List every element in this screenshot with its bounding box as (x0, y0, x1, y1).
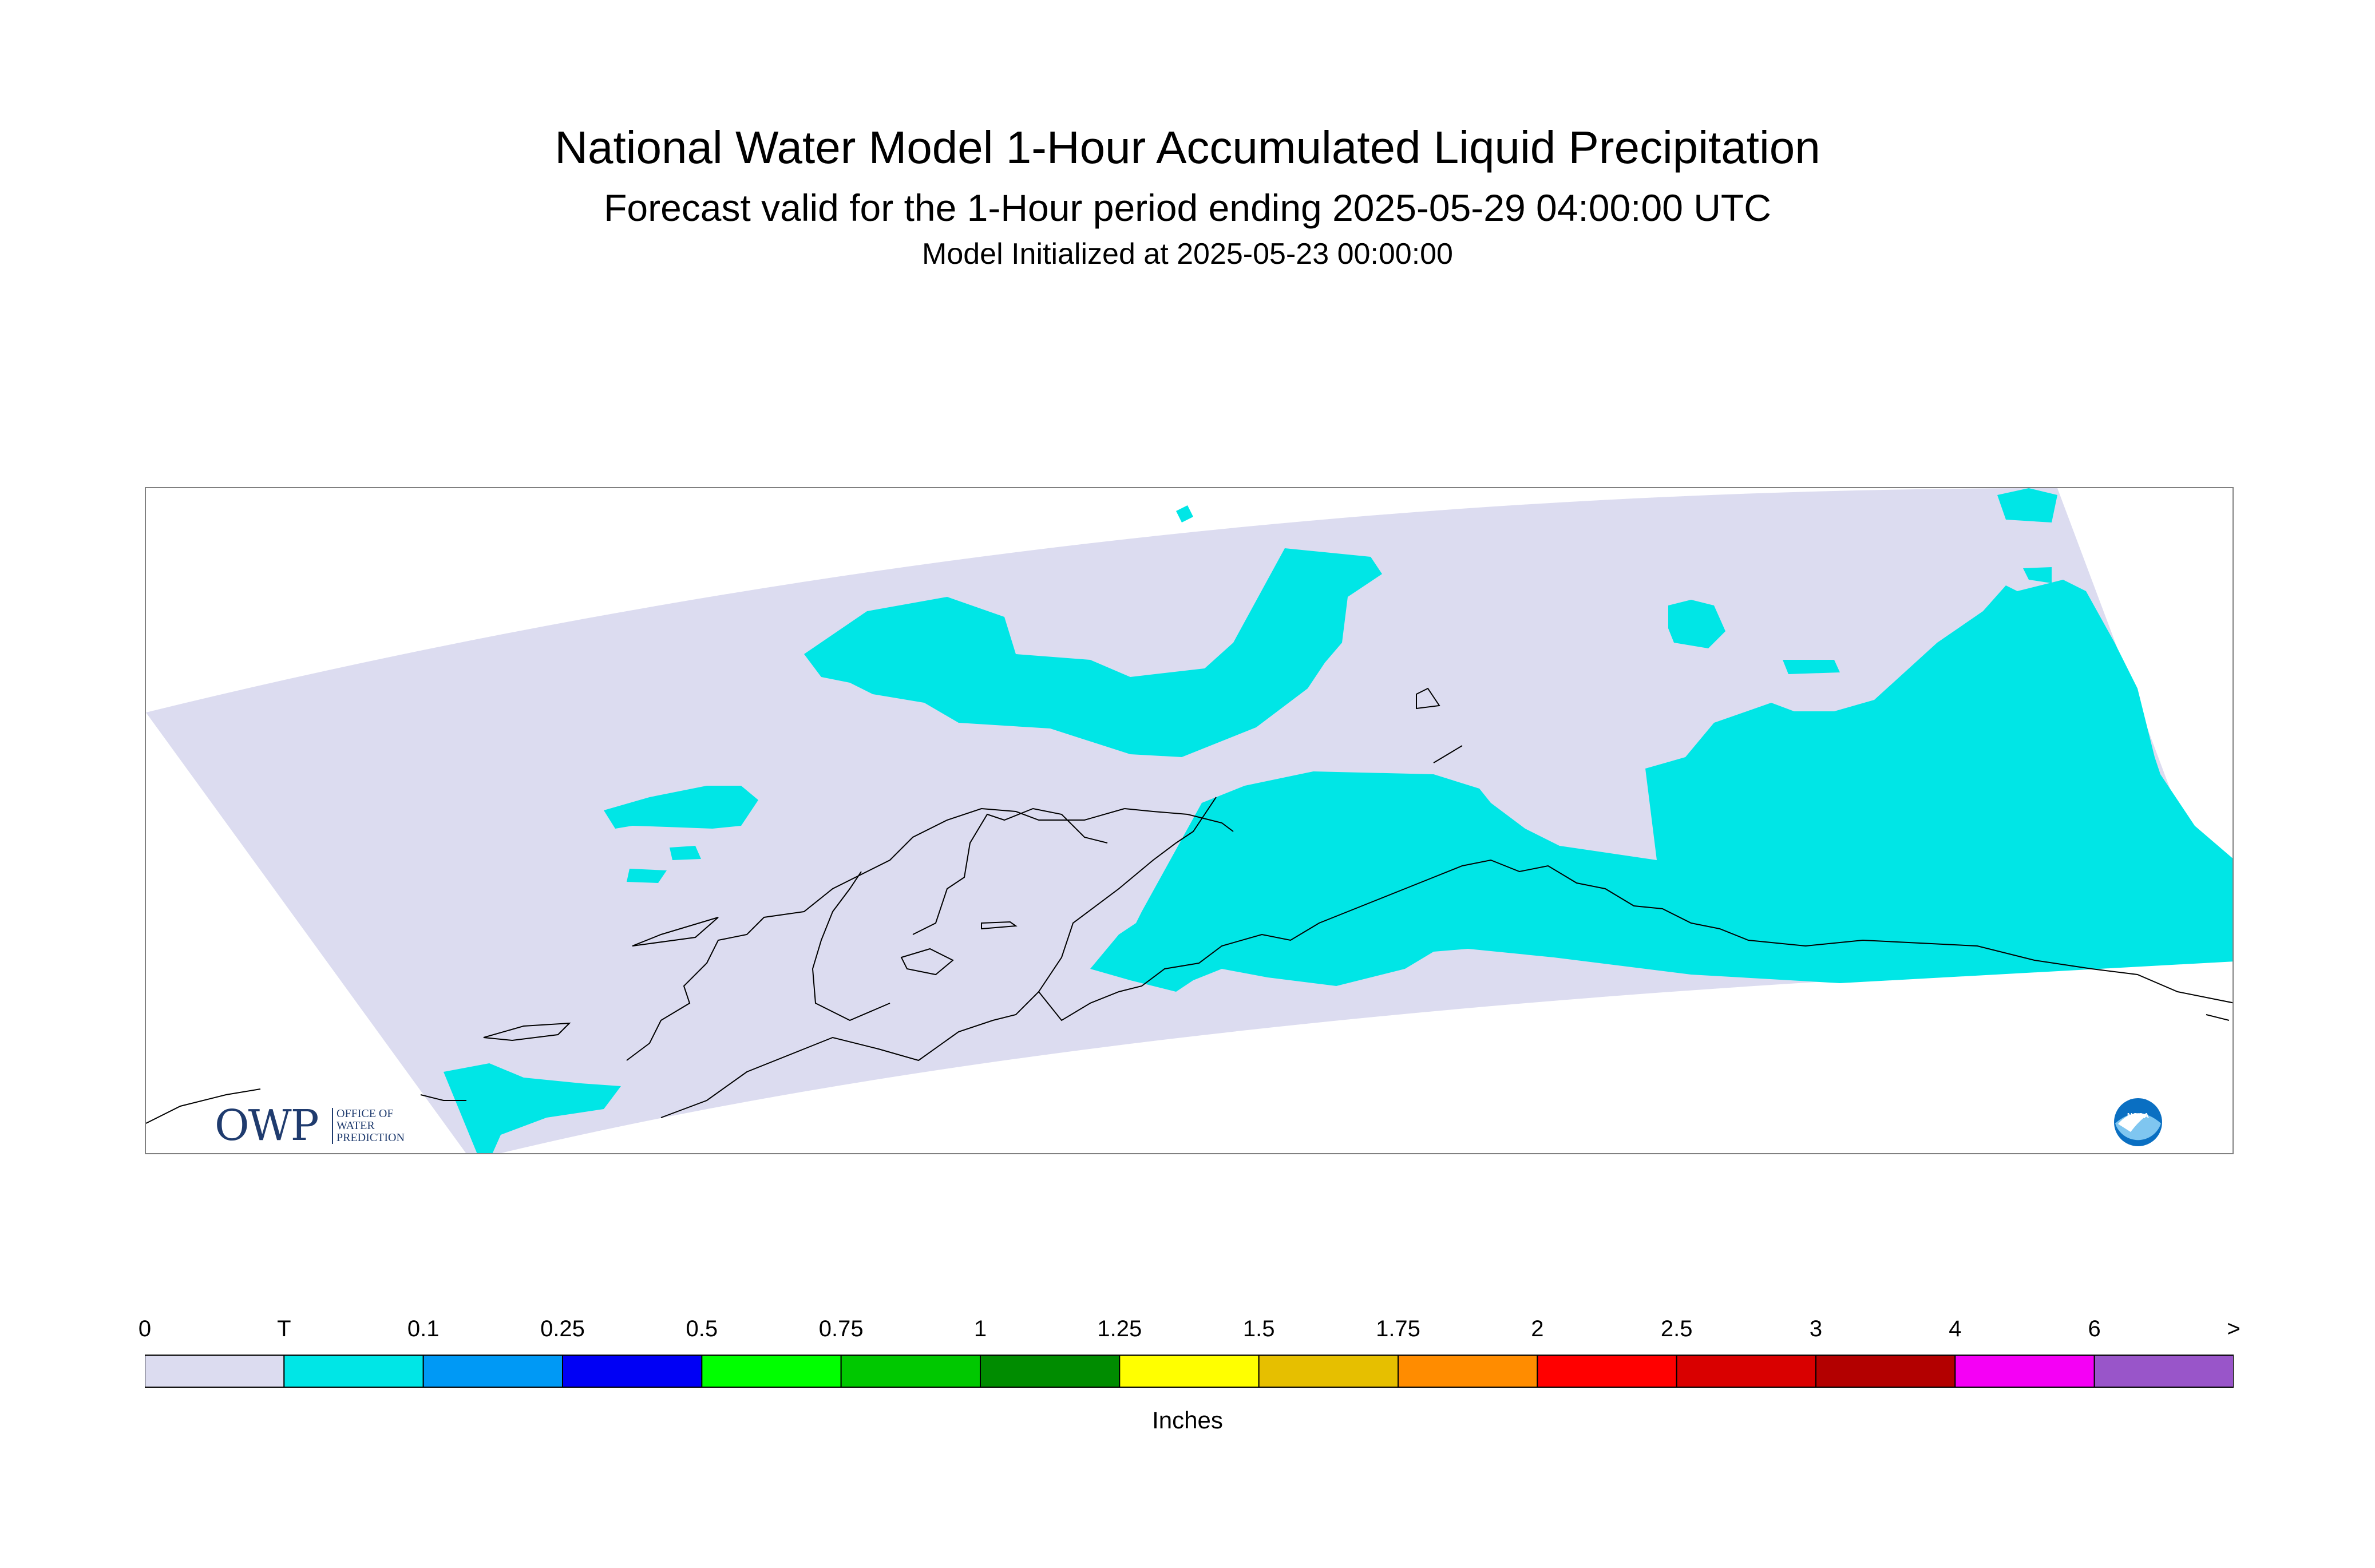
colorbar-tick-label: 0 (138, 1316, 152, 1341)
island-nunivak (900, 948, 954, 976)
coastline-cook-inlet (1038, 797, 1217, 992)
colorbar-swatch (1815, 1355, 1956, 1388)
map-canvas (146, 488, 2232, 1153)
colorbar-swatch (980, 1355, 1121, 1388)
colorbar-swatch (701, 1355, 842, 1388)
chukotka-sw (146, 1088, 261, 1124)
owp-logo-line-1: OFFICE OF (337, 1107, 394, 1120)
colorbar-tick-label: > (2227, 1316, 2241, 1341)
colorbar-tick-label: 0.1 (407, 1316, 440, 1341)
colorbar-tick-label: 1.25 (1097, 1316, 1142, 1341)
precip-area-north-center (804, 548, 1382, 757)
owp-logo-line-3: PREDICTION (337, 1131, 405, 1144)
colorbar-swatch (840, 1355, 981, 1388)
colorbar-tick-label: 0.25 (540, 1316, 585, 1341)
colorbar-tick-labels: 0 T 0.1 0.25 0.5 0.75 1 1.25 1.5 1.75 2 2.5 3 4 6 > (0, 1316, 2375, 1351)
colorbar-units-label: Inches (1152, 1407, 1223, 1434)
owp-logo-text: OFFICE OF WATER PREDICTION (332, 1108, 405, 1144)
precipitation-map (145, 487, 2234, 1154)
island-small-1 (981, 921, 1018, 930)
colorbar-swatch (1398, 1355, 1538, 1388)
coastline-bristol-bay (912, 807, 1108, 935)
owp-logo-line-2: WATER (337, 1119, 375, 1132)
colorbar-tick-label: 0.5 (686, 1316, 718, 1341)
colorbar-swatch (283, 1355, 424, 1388)
island-small-3 (1433, 745, 1463, 763)
colorbar-tick-label: 4 (1949, 1316, 1962, 1341)
colorbar-swatch (562, 1355, 703, 1388)
coastline-seward (812, 871, 890, 1021)
colorbar-tick-label: 1.5 (1242, 1316, 1275, 1341)
precip-areas (444, 488, 2232, 1153)
colorbar-swatch (2093, 1355, 2234, 1388)
precip-area-small-ne-2 (2023, 567, 2052, 583)
chukotka-tip (420, 1094, 466, 1101)
island-st-matthew (632, 917, 719, 947)
model-init-label: Model Initialized at 2025-05-23 00:00:00 (922, 237, 1453, 271)
colorbar-swatch (422, 1355, 564, 1388)
colorbar-swatch (1258, 1355, 1399, 1388)
noaa-logo: NOAA (2114, 1098, 2162, 1146)
colorbar-tick-label: 6 (2088, 1316, 2101, 1341)
colorbar-tick-label: 2.5 (1660, 1316, 1693, 1341)
colorbar-swatch (1954, 1355, 2095, 1388)
forecast-valid-subtitle: Forecast valid for the 1-Hour period end… (604, 187, 1771, 229)
noaa-logo-text: NOAA (2127, 1111, 2150, 1120)
colorbar-tick-label: 1.75 (1376, 1316, 1420, 1341)
colorbar-swatch (1119, 1355, 1260, 1388)
precip-area-small-w-3 (627, 869, 667, 883)
coastlines (146, 687, 2232, 1124)
precip-area-main (1090, 580, 2232, 992)
colorbar-swatch (1676, 1355, 1816, 1388)
island-st-lawrence (483, 1022, 571, 1042)
owp-logo-letters: OWP (215, 1101, 319, 1150)
colorbar-tick-label: 1 (973, 1316, 987, 1341)
colorbar-swatch (1537, 1355, 1677, 1388)
precip-area-small-nw (1176, 505, 1193, 522)
precip-area-small-n-2 (1783, 660, 1840, 674)
colorbar (145, 1355, 2234, 1388)
colorbar-tick-label: T (277, 1316, 291, 1341)
precip-area-small-w-1 (604, 786, 758, 829)
chart-title: National Water Model 1-Hour Accumulated … (555, 122, 1820, 173)
coastline-kuskokwim (1124, 808, 1234, 832)
precip-area-small-w-2 (670, 846, 701, 860)
island-small-2 (1416, 687, 1440, 710)
coastline-bering-west (626, 807, 1125, 1061)
model-domain (146, 488, 2232, 1153)
precip-area-small-n-1 (1668, 600, 1725, 648)
colorbar-tick-label: 0.75 (818, 1316, 864, 1341)
precip-area-sw-corner (444, 1063, 621, 1153)
colorbar-tick-label: 2 (1531, 1316, 1544, 1341)
colorbar-swatch (145, 1355, 285, 1388)
colorbar-tick-label: 3 (1809, 1316, 1823, 1341)
island-east-1 (2206, 1014, 2230, 1021)
precip-area-small-ne-1 (1997, 488, 2057, 522)
coastline-alaska-peninsula (660, 859, 2232, 1118)
